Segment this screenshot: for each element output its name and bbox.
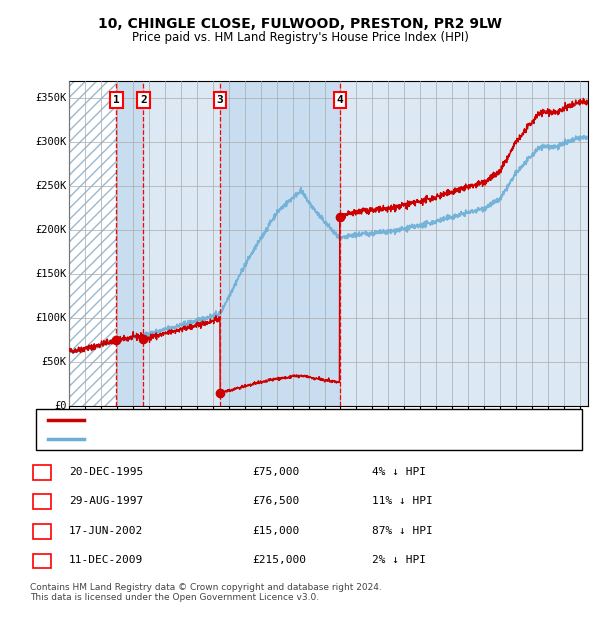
Text: 3: 3 bbox=[38, 526, 46, 536]
Text: Contains HM Land Registry data © Crown copyright and database right 2024.
This d: Contains HM Land Registry data © Crown c… bbox=[30, 583, 382, 602]
Text: £150K: £150K bbox=[35, 269, 67, 279]
Text: £215,000: £215,000 bbox=[252, 556, 306, 565]
Text: 2% ↓ HPI: 2% ↓ HPI bbox=[372, 556, 426, 565]
Text: £75,000: £75,000 bbox=[252, 467, 299, 477]
Text: £200K: £200K bbox=[35, 225, 67, 235]
Text: 4: 4 bbox=[337, 95, 343, 105]
Text: 17-JUN-2002: 17-JUN-2002 bbox=[69, 526, 143, 536]
Text: £250K: £250K bbox=[35, 181, 67, 191]
Text: 87% ↓ HPI: 87% ↓ HPI bbox=[372, 526, 433, 536]
Text: 11-DEC-2009: 11-DEC-2009 bbox=[69, 556, 143, 565]
Bar bbox=[69, 81, 116, 406]
Text: 10, CHINGLE CLOSE, FULWOOD, PRESTON, PR2 9LW: 10, CHINGLE CLOSE, FULWOOD, PRESTON, PR2… bbox=[98, 17, 502, 32]
Text: 3: 3 bbox=[217, 95, 223, 105]
Text: £15,000: £15,000 bbox=[252, 526, 299, 536]
Text: 10, CHINGLE CLOSE, FULWOOD, PRESTON, PR2 9LW (detached house): 10, CHINGLE CLOSE, FULWOOD, PRESTON, PR2… bbox=[90, 415, 455, 425]
Text: £76,500: £76,500 bbox=[252, 496, 299, 506]
Text: 2: 2 bbox=[38, 496, 46, 506]
Text: £100K: £100K bbox=[35, 313, 67, 323]
Text: £300K: £300K bbox=[35, 137, 67, 147]
Text: 11% ↓ HPI: 11% ↓ HPI bbox=[372, 496, 433, 506]
Text: £50K: £50K bbox=[41, 357, 67, 367]
Text: £350K: £350K bbox=[35, 93, 67, 103]
Text: HPI: Average price, detached house, Preston: HPI: Average price, detached house, Pres… bbox=[90, 435, 322, 445]
Text: 20-DEC-1995: 20-DEC-1995 bbox=[69, 467, 143, 477]
Text: 4% ↓ HPI: 4% ↓ HPI bbox=[372, 467, 426, 477]
Bar bbox=[116, 81, 143, 406]
Bar bbox=[220, 81, 340, 406]
Text: 29-AUG-1997: 29-AUG-1997 bbox=[69, 496, 143, 506]
Text: £0: £0 bbox=[54, 401, 67, 411]
Text: 1: 1 bbox=[38, 467, 46, 477]
Text: Price paid vs. HM Land Registry's House Price Index (HPI): Price paid vs. HM Land Registry's House … bbox=[131, 31, 469, 44]
Text: 1: 1 bbox=[113, 95, 120, 105]
Text: 2: 2 bbox=[140, 95, 147, 105]
Text: 4: 4 bbox=[38, 556, 46, 565]
